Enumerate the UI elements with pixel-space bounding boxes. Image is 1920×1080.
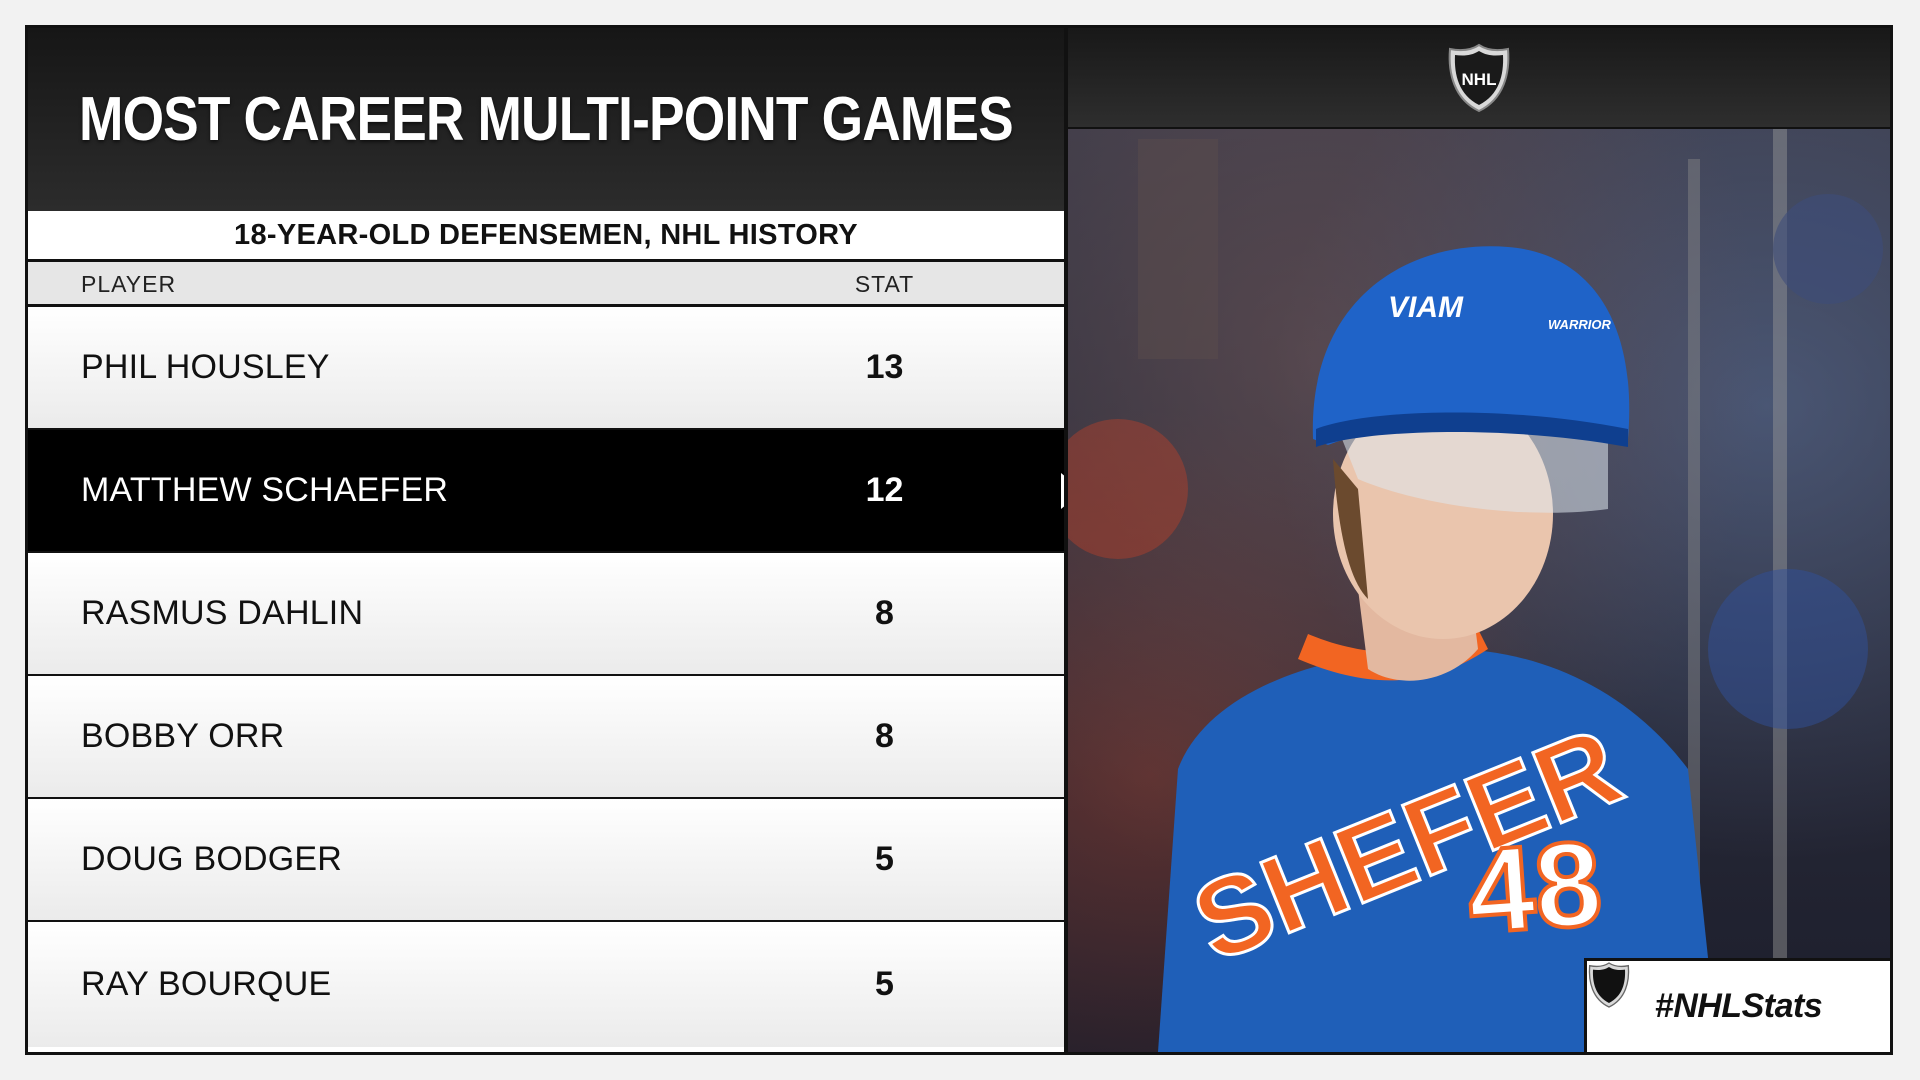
stat-value: 8	[875, 594, 894, 632]
column-header-stat: STAT	[854, 271, 915, 297]
player-illustration: VIAM WARRIOR SHEFER 48	[1068, 129, 1883, 1052]
table-header: PLAYER STAT	[28, 262, 1064, 307]
logo-bar: NHL	[1068, 28, 1890, 127]
player-name: RASMUS DAHLIN	[81, 594, 364, 632]
hashtag-badge: #NHLStats	[1584, 958, 1890, 1052]
nhl-shield-icon: NHL	[1448, 43, 1510, 112]
table-row: DOUG BODGER 5	[28, 799, 1064, 922]
table-row: PHIL HOUSLEY 13	[28, 307, 1064, 430]
helmet-brand: WARRIOR	[1548, 317, 1611, 332]
player-name: BOBBY ORR	[81, 717, 285, 755]
helmet-sponsor: VIAM	[1388, 291, 1464, 324]
panel-divider	[1064, 28, 1068, 1052]
stat-value: 5	[875, 840, 894, 878]
photo-panel: NHL	[1068, 28, 1890, 1052]
player-name: RAY BOURQUE	[81, 965, 332, 1003]
title-bar: MOST CAREER MULTI-POINT GAMES	[28, 28, 1064, 211]
stat-value: 5	[875, 965, 894, 1003]
table-body: PHIL HOUSLEY 13 MATTHEW SCHAEFER 12 RASM…	[28, 307, 1083, 1047]
hashtag-text: #NHLStats	[1654, 987, 1823, 1025]
player-name: DOUG BODGER	[81, 840, 343, 878]
stat-value: 8	[875, 717, 894, 755]
page-title: MOST CAREER MULTI-POINT GAMES	[79, 85, 1014, 154]
nhl-logo-text: NHL	[1462, 70, 1497, 89]
player-name: PHIL HOUSLEY	[81, 348, 330, 386]
player-name: MATTHEW SCHAEFER	[81, 471, 449, 509]
stat-value: 12	[865, 471, 904, 509]
table-row: RASMUS DAHLIN 8	[28, 553, 1064, 676]
table-row: RAY BOURQUE 5	[28, 922, 1064, 1047]
player-photo: VIAM WARRIOR SHEFER 48 #NHLStats	[1068, 129, 1890, 1052]
column-header-player: PLAYER	[81, 271, 177, 297]
jersey-number: 48	[1463, 816, 1606, 959]
table-row-highlighted: MATTHEW SCHAEFER 12	[28, 430, 1083, 553]
graphic-frame: MOST CAREER MULTI-POINT GAMES 18-YEAR-OL…	[25, 25, 1893, 1055]
stat-value: 13	[865, 348, 904, 386]
table-row: BOBBY ORR 8	[28, 676, 1064, 799]
subtitle-bar: 18-YEAR-OLD DEFENSEMEN, NHL HISTORY	[28, 211, 1064, 262]
page-subtitle: 18-YEAR-OLD DEFENSEMEN, NHL HISTORY	[234, 218, 858, 251]
stats-panel: MOST CAREER MULTI-POINT GAMES 18-YEAR-OL…	[28, 28, 1083, 1052]
nhl-shield-icon	[1588, 962, 1630, 1008]
